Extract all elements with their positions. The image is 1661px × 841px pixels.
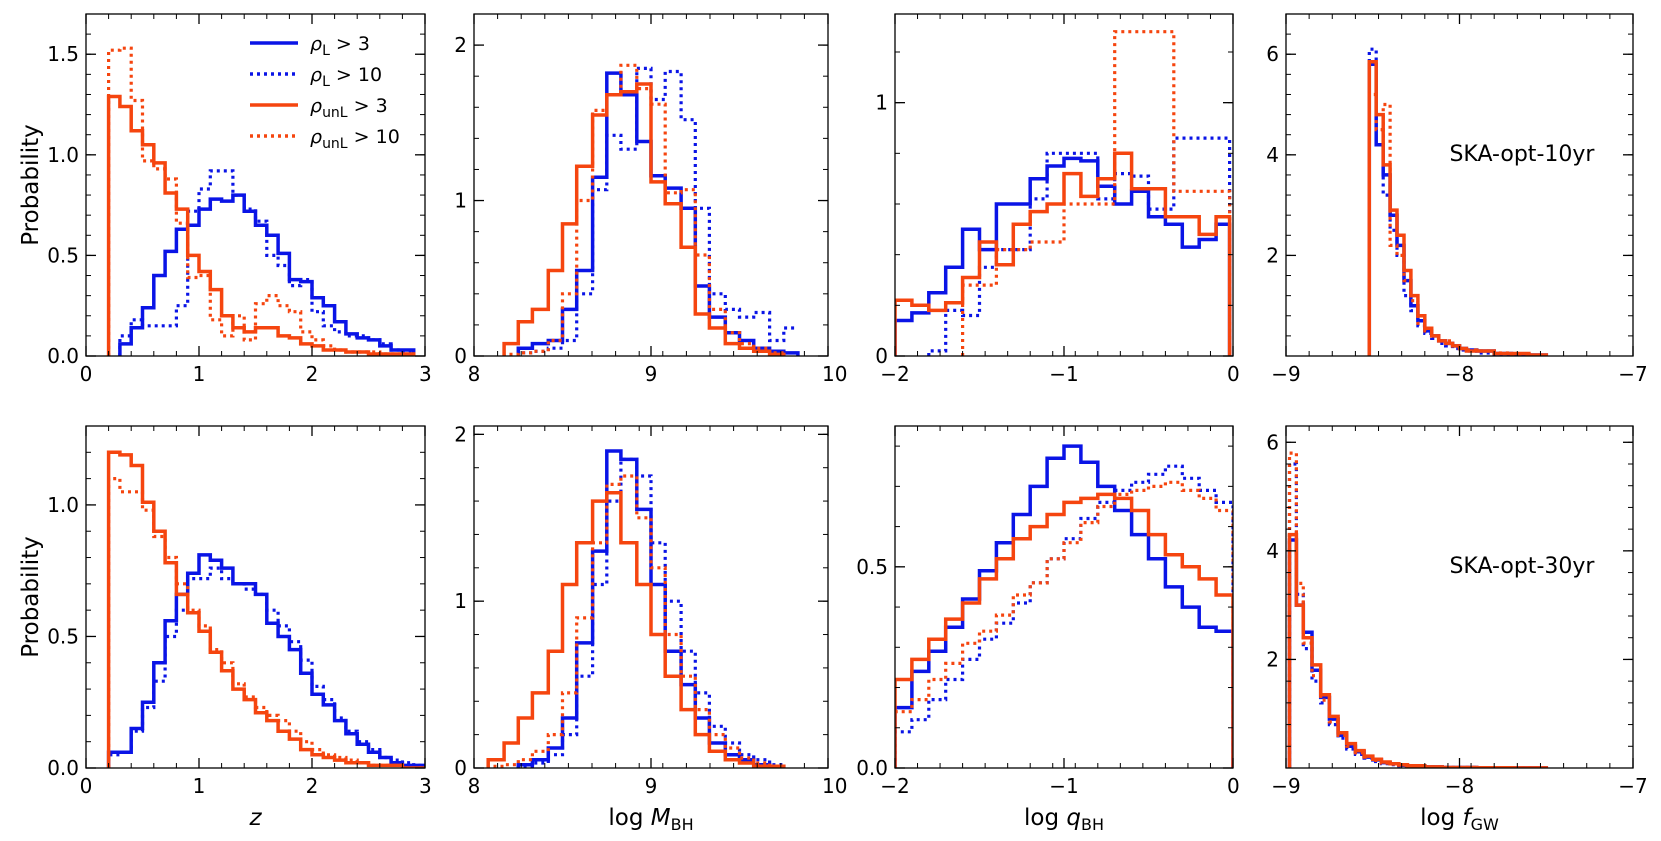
panel-annotation: SKA-opt-30yr bbox=[1449, 554, 1595, 579]
x-tick-label: 0 bbox=[80, 362, 93, 386]
hist-U10-1-2 bbox=[895, 480, 1233, 768]
panel-0-0: 0 1 2 3 0.0 0.5 1.0 1.5 Probability ρL > 3 ρL > 10… bbox=[18, 13, 432, 386]
hist-L3-1-2 bbox=[895, 444, 1233, 768]
hist-L10-0-2 bbox=[927, 136, 1232, 356]
x-tick-label: −8 bbox=[1445, 362, 1474, 386]
x-tick-label: 1 bbox=[193, 774, 206, 798]
y-tick-label: 2 bbox=[454, 33, 467, 57]
panel-1-3: −9 −8 −7 2 4 6 log fGW SKA-opt-30yr bbox=[1266, 425, 1648, 834]
axes-frame bbox=[1285, 13, 1634, 357]
x-tick-label: 10 bbox=[822, 774, 847, 798]
y-tick-label: 1 bbox=[875, 91, 888, 115]
legend-label-L3: ρL > 3 bbox=[310, 33, 370, 59]
x-tick-label: 9 bbox=[645, 774, 658, 798]
axes-frame bbox=[85, 425, 426, 769]
x-tick-label: −7 bbox=[1618, 362, 1647, 386]
axes-frame bbox=[473, 13, 829, 357]
hist-U10-1-0 bbox=[107, 477, 425, 768]
y-tick-label: 6 bbox=[1266, 42, 1279, 66]
y-tick-label: 0 bbox=[875, 344, 888, 368]
x-axis-label: z bbox=[248, 805, 262, 831]
x-tick-label: 9 bbox=[645, 362, 658, 386]
hist-L10-0-1 bbox=[516, 66, 798, 356]
x-tick-label: 2 bbox=[306, 362, 319, 386]
x-tick-label: 3 bbox=[419, 362, 432, 386]
legend-label-U3: ρunL > 3 bbox=[310, 95, 388, 121]
hist-U3-1-1 bbox=[486, 490, 786, 768]
axes-frame bbox=[85, 13, 426, 357]
y-tick-label: 1.0 bbox=[47, 493, 79, 517]
y-tick-label: 2 bbox=[454, 422, 467, 446]
panel-annotation: SKA-opt-10yr bbox=[1449, 142, 1595, 167]
panel-0-1: 8 9 10 0 1 2 bbox=[454, 13, 847, 386]
x-tick-label: 3 bbox=[419, 774, 432, 798]
y-tick-label: 1 bbox=[454, 189, 467, 213]
hist-L10-1-2 bbox=[895, 464, 1233, 768]
x-tick-label: −9 bbox=[1271, 362, 1300, 386]
hist-L3-0-1 bbox=[516, 71, 800, 356]
y-tick-label: 0.5 bbox=[856, 555, 888, 579]
panel-1-1: 8 9 10 0 1 2 log MBH bbox=[454, 422, 847, 834]
y-tick-label: 0.5 bbox=[47, 624, 79, 648]
y-tick-label: 0.0 bbox=[47, 756, 79, 780]
hist-L3-1-0 bbox=[106, 553, 425, 768]
y-tick-label: 1 bbox=[454, 589, 467, 613]
x-tick-label: −8 bbox=[1445, 774, 1474, 798]
x-tick-label: 0 bbox=[1227, 774, 1240, 798]
hist-U10-1-1 bbox=[486, 474, 786, 768]
hist-L3-0-2 bbox=[895, 156, 1232, 356]
hist-U3-1-2 bbox=[895, 492, 1233, 768]
y-tick-label: 2 bbox=[1266, 243, 1279, 267]
y-tick-label: 4 bbox=[1266, 143, 1279, 167]
x-tick-label: −2 bbox=[880, 362, 909, 386]
y-tick-label: 1.0 bbox=[47, 143, 79, 167]
y-tick-label: 0.0 bbox=[856, 756, 888, 780]
y-tick-label: 6 bbox=[1266, 430, 1279, 454]
y-tick-label: 1.5 bbox=[47, 42, 79, 66]
legend-label-L10: ρL > 10 bbox=[310, 64, 382, 90]
y-axis-label: Probability bbox=[18, 124, 44, 246]
x-tick-label: −1 bbox=[1049, 362, 1078, 386]
hist-U3-1-3 bbox=[1287, 532, 1549, 768]
hist-L10-1-0 bbox=[107, 566, 425, 768]
x-tick-label: 0 bbox=[1227, 362, 1240, 386]
x-tick-label: 2 bbox=[306, 774, 319, 798]
y-tick-label: 0 bbox=[454, 756, 467, 780]
x-tick-label: −2 bbox=[880, 774, 909, 798]
x-tick-label: 1 bbox=[193, 362, 206, 386]
y-tick-label: 2 bbox=[1266, 647, 1279, 671]
x-tick-label: 0 bbox=[80, 774, 93, 798]
y-tick-label: 0 bbox=[454, 344, 467, 368]
x-tick-label: −9 bbox=[1271, 774, 1300, 798]
y-tick-label: 0.5 bbox=[47, 243, 79, 267]
hist-U10-0-1 bbox=[502, 63, 786, 356]
legend-label-U10: ρunL > 10 bbox=[310, 126, 400, 152]
x-axis-label: log fGW bbox=[1420, 805, 1499, 834]
panel-0-2: −2 −1 0 0 1 bbox=[875, 13, 1240, 386]
panel-0-3: −9 −8 −7 2 4 6 SKA-opt-10yr bbox=[1266, 13, 1648, 386]
hist-U10-0-0 bbox=[107, 46, 416, 356]
legend: ρL > 3 ρL > 10 ρunL > 3 ρunL > 10 bbox=[250, 33, 400, 152]
x-tick-label: 8 bbox=[468, 774, 481, 798]
x-tick-label: −1 bbox=[1049, 774, 1078, 798]
x-axis-label: log MBH bbox=[608, 805, 693, 834]
panel-1-2: −2 −1 0 0.0 0.5 log qBH bbox=[856, 425, 1240, 834]
x-tick-label: 8 bbox=[468, 362, 481, 386]
hist-U3-0-3 bbox=[1367, 60, 1549, 356]
y-tick-label: 0.0 bbox=[47, 344, 79, 368]
hist-L10-0-0 bbox=[118, 169, 416, 356]
x-tick-label: −7 bbox=[1618, 774, 1647, 798]
y-tick-label: 4 bbox=[1266, 539, 1279, 563]
hist-L3-0-0 bbox=[118, 193, 416, 356]
y-axis-label: Probability bbox=[18, 536, 44, 658]
x-tick-label: 10 bbox=[822, 362, 847, 386]
hist-U3-0-1 bbox=[502, 82, 786, 356]
hist-L10-0-3 bbox=[1367, 47, 1548, 356]
x-axis-label: log qBH bbox=[1024, 805, 1104, 834]
hist-L10-1-1 bbox=[516, 457, 786, 768]
hist-U3-0-2 bbox=[895, 151, 1232, 356]
hist-U3-1-0 bbox=[106, 450, 425, 768]
